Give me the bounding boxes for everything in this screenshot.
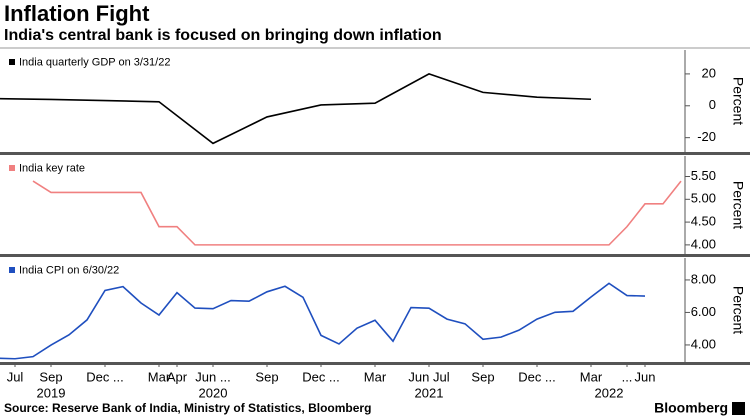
y-axis-label: Percent xyxy=(730,181,746,229)
legend: India CPI on 6/30/22 xyxy=(4,261,127,279)
legend-box xyxy=(4,159,93,177)
legend-box xyxy=(4,53,178,71)
legend-swatch xyxy=(9,165,15,171)
x-tick-label: Jun xyxy=(635,369,656,384)
y-tick-label: 5.00 xyxy=(691,191,716,206)
y-tick-label: 6.00 xyxy=(691,304,716,319)
y-axis-label: Percent xyxy=(730,77,746,125)
y-tick-label: 4.50 xyxy=(691,214,716,229)
x-tick-label: Dec ... xyxy=(86,369,124,384)
data-line xyxy=(0,282,646,360)
x-tick-label: Sep xyxy=(471,369,494,384)
legend-box xyxy=(4,261,127,279)
y-axis-label: Percent xyxy=(730,286,746,334)
legend-label: India CPI on 6/30/22 xyxy=(19,264,119,276)
y-tick-label: -20 xyxy=(697,129,716,144)
y-tick-label: 5.50 xyxy=(691,168,716,183)
legend-swatch xyxy=(9,267,15,273)
x-tick-label: Mar xyxy=(580,369,603,384)
brand-icon xyxy=(732,402,745,415)
source-note: Source: Reserve Bank of India, Ministry … xyxy=(4,401,371,415)
x-tick-label: ... xyxy=(622,369,633,384)
x-year-label: 2021 xyxy=(415,385,444,400)
x-year-label: 2019 xyxy=(37,385,66,400)
y-tick-label: 8.00 xyxy=(691,271,716,286)
x-tick-label: Sep xyxy=(255,369,278,384)
y-tick-label: 20 xyxy=(702,65,716,80)
legend: India quarterly GDP on 3/31/22 xyxy=(4,53,178,71)
x-tick-label: Dec ... xyxy=(302,369,340,384)
y-tick-label: 4.00 xyxy=(691,336,716,351)
chart-title: Inflation Fight xyxy=(4,1,150,26)
y-tick-label: 0 xyxy=(709,97,716,112)
x-tick-label: Mar xyxy=(148,369,171,384)
legend-swatch xyxy=(9,59,15,65)
data-line xyxy=(0,73,592,145)
x-tick-label: Jun Jul xyxy=(408,369,449,384)
data-line xyxy=(32,180,682,246)
x-year-label: 2022 xyxy=(595,385,624,400)
chart-subtitle: India's central bank is focused on bring… xyxy=(4,27,442,44)
x-tick-label: Dec ... xyxy=(518,369,556,384)
x-tick-label: Apr xyxy=(167,369,188,384)
x-year-label: 2020 xyxy=(199,385,228,400)
y-tick-label: 4.00 xyxy=(691,236,716,251)
legend-label: India quarterly GDP on 3/31/22 xyxy=(19,56,170,68)
x-tick-label: Jun ... xyxy=(195,369,230,384)
legend-label: India key rate xyxy=(19,162,85,174)
x-tick-label: Mar xyxy=(364,369,387,384)
x-tick-label: Sep xyxy=(39,369,62,384)
brand-logo: Bloomberg xyxy=(654,400,728,416)
x-tick-label: Jul xyxy=(7,369,24,384)
legend: India key rate xyxy=(4,159,93,177)
